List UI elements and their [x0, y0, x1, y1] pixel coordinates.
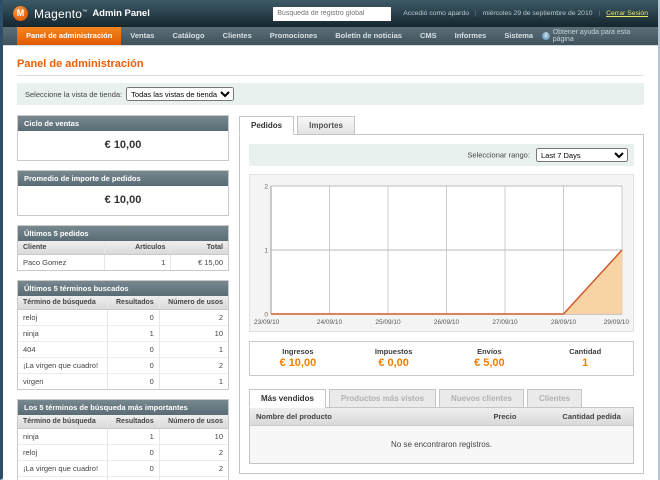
title-divider: [17, 75, 644, 76]
logged-in-as: Accedió como apardo: [403, 10, 470, 17]
store-switcher-label: Seleccione la vista de tienda:: [25, 89, 123, 99]
magento-logo-icon: M: [13, 6, 28, 21]
nav-sales[interactable]: Ventas: [130, 31, 155, 40]
lifetime-sales-title: Ciclo de ventas: [18, 116, 228, 131]
totals-bar: Ingresos € 10,00 Impuestos € 0,00 Envíos…: [249, 341, 634, 376]
range-bar: Seleccionar rango: Last 7 Days: [249, 144, 634, 166]
tab-most-viewed[interactable]: Productos más vistos: [328, 389, 437, 408]
nav-customers[interactable]: Clientes: [222, 31, 252, 40]
dashboard-main: Pedidos Importes Seleccionar rango: Last…: [239, 115, 644, 480]
svg-text:2: 2: [264, 184, 268, 191]
svg-text:29/09/10: 29/09/10: [604, 319, 630, 326]
last-orders-table: Cliente Artículos Total Paco Gomez 1 € 15,…: [18, 241, 228, 270]
table-row[interactable]: ninja 1 10: [18, 325, 228, 342]
dashboard-sidebar: Ciclo de ventas € 10,00 Promedio de impo…: [17, 115, 229, 480]
nav-catalog[interactable]: Catálogo: [172, 31, 205, 40]
diagram-tabs: Pedidos Importes: [239, 115, 644, 135]
tab-new-customers[interactable]: Nuevos clientes: [439, 389, 524, 408]
table-row[interactable]: reloj 0 2: [18, 309, 228, 326]
svg-text:24/09/10: 24/09/10: [317, 319, 343, 326]
brand-suffix: Admin Panel: [92, 8, 150, 19]
table-row[interactable]: ¡La virgen que cuadro! 0 2: [18, 357, 228, 374]
nav-cms[interactable]: CMS: [419, 31, 437, 40]
current-date: miércoles 29 de septiembre de 2010: [482, 10, 593, 17]
tab-orders[interactable]: Pedidos: [239, 116, 295, 135]
total-tax: Impuestos € 0,00: [374, 347, 413, 369]
lifetime-sales-box: Ciclo de ventas € 10,00: [17, 115, 229, 161]
range-select[interactable]: Last 7 Days: [536, 148, 628, 162]
header: M Magento™ Admin Panel Accedió como apar…: [3, 0, 658, 27]
average-orders-title: Promedio de importe de pedidos: [18, 171, 228, 186]
table-row[interactable]: Paco Gomez 1 € 15,00: [18, 254, 228, 270]
table-row[interactable]: reloj 0 2: [18, 444, 228, 461]
last-orders-title: Últimos 5 pedidos: [18, 226, 228, 241]
average-orders-value: € 10,00: [104, 194, 142, 206]
nav-dashboard[interactable]: Panel de administración: [17, 27, 122, 45]
nav-promotions[interactable]: Promociones: [269, 31, 318, 40]
table-row[interactable]: ninja 1 10: [18, 428, 228, 445]
last-search-terms-title: Últimos 5 términos buscados: [18, 281, 228, 296]
header-session-info: Accedió como apardo | miércoles 29 de se…: [403, 10, 648, 17]
orders-chart-canvas: 0 1 2 23/09/10 24/09/10 25/09/10 26/09/10 27/09…: [253, 178, 630, 328]
page-content: Panel de administración Seleccione la vi…: [3, 45, 658, 480]
logout-link[interactable]: Cerrar Sesión: [606, 10, 648, 17]
top-search-terms-box: Los 5 términos de búsqueda más important…: [17, 399, 229, 480]
brand-name: Magento™: [34, 6, 88, 21]
grid-tabs: Más vendidos Productos más vistos Nuevos…: [249, 388, 634, 408]
bestsellers-grid: Nombre del producto Precio Cantidad pedi…: [249, 407, 634, 464]
top-search-terms-title: Los 5 términos de búsqueda más important…: [18, 400, 228, 415]
tab-amounts[interactable]: Importes: [297, 116, 355, 135]
svg-text:23/09/10: 23/09/10: [254, 319, 280, 326]
table-row[interactable]: virgen 0 1: [18, 373, 228, 389]
svg-text:26/09/10: 26/09/10: [434, 319, 460, 326]
table-row[interactable]: ¡La virgen que cuadro! 0 2: [18, 460, 228, 477]
total-shipping: Envíos € 5,00: [474, 347, 505, 369]
help-globe-icon: ?: [542, 32, 550, 40]
store-switcher: Seleccione la vista de tienda: Todas las…: [17, 83, 644, 105]
help-link[interactable]: ? Obtener ayuda para esta página: [542, 27, 648, 45]
svg-text:25/09/10: 25/09/10: [375, 319, 401, 326]
tab-bestsellers[interactable]: Más vendidos: [249, 389, 326, 408]
lifetime-sales-value: € 10,00: [104, 139, 142, 151]
store-switcher-select[interactable]: Todas las vistas de tienda: [126, 87, 235, 101]
nav-reports[interactable]: Informes: [454, 31, 487, 40]
svg-text:28/09/10: 28/09/10: [551, 319, 577, 326]
orders-panel: Seleccionar rango: Last 7 Days 0 1 2 23/09/…: [239, 134, 644, 474]
svg-text:0: 0: [264, 312, 268, 319]
last-search-terms-box: Últimos 5 términos buscados Término de b…: [17, 280, 229, 390]
no-records-message: No se encontraron registros.: [250, 425, 633, 463]
total-revenue: Ingresos € 10,00: [279, 347, 317, 369]
nav-system[interactable]: Sistema: [504, 31, 534, 40]
global-search-input[interactable]: [273, 6, 392, 21]
page-title: Panel de administración: [17, 58, 144, 70]
last-search-terms-table: Término de búsqueda Resultados Número de…: [18, 296, 228, 389]
nav-newsletter[interactable]: Boletín de noticias: [335, 31, 402, 40]
average-orders-box: Promedio de importe de pedidos € 10,00: [17, 170, 229, 216]
svg-text:27/09/10: 27/09/10: [492, 319, 518, 326]
main-nav: Panel de administración Ventas Catálogo …: [3, 27, 658, 45]
empty-row: No se encontraron registros.: [250, 425, 633, 463]
top-search-terms-table: Término de búsqueda Resultados Número de…: [18, 415, 228, 480]
total-quantity: Cantidad 1: [569, 347, 602, 369]
svg-text:1: 1: [264, 248, 268, 255]
tab-customers[interactable]: Clientes: [526, 389, 583, 408]
orders-chart: 0 1 2 23/09/10 24/09/10 25/09/10 26/09/10 27/09…: [249, 174, 634, 332]
last-orders-box: Últimos 5 pedidos Cliente Artículos Tota…: [17, 225, 229, 271]
range-label: Seleccionar rango:: [467, 150, 530, 160]
